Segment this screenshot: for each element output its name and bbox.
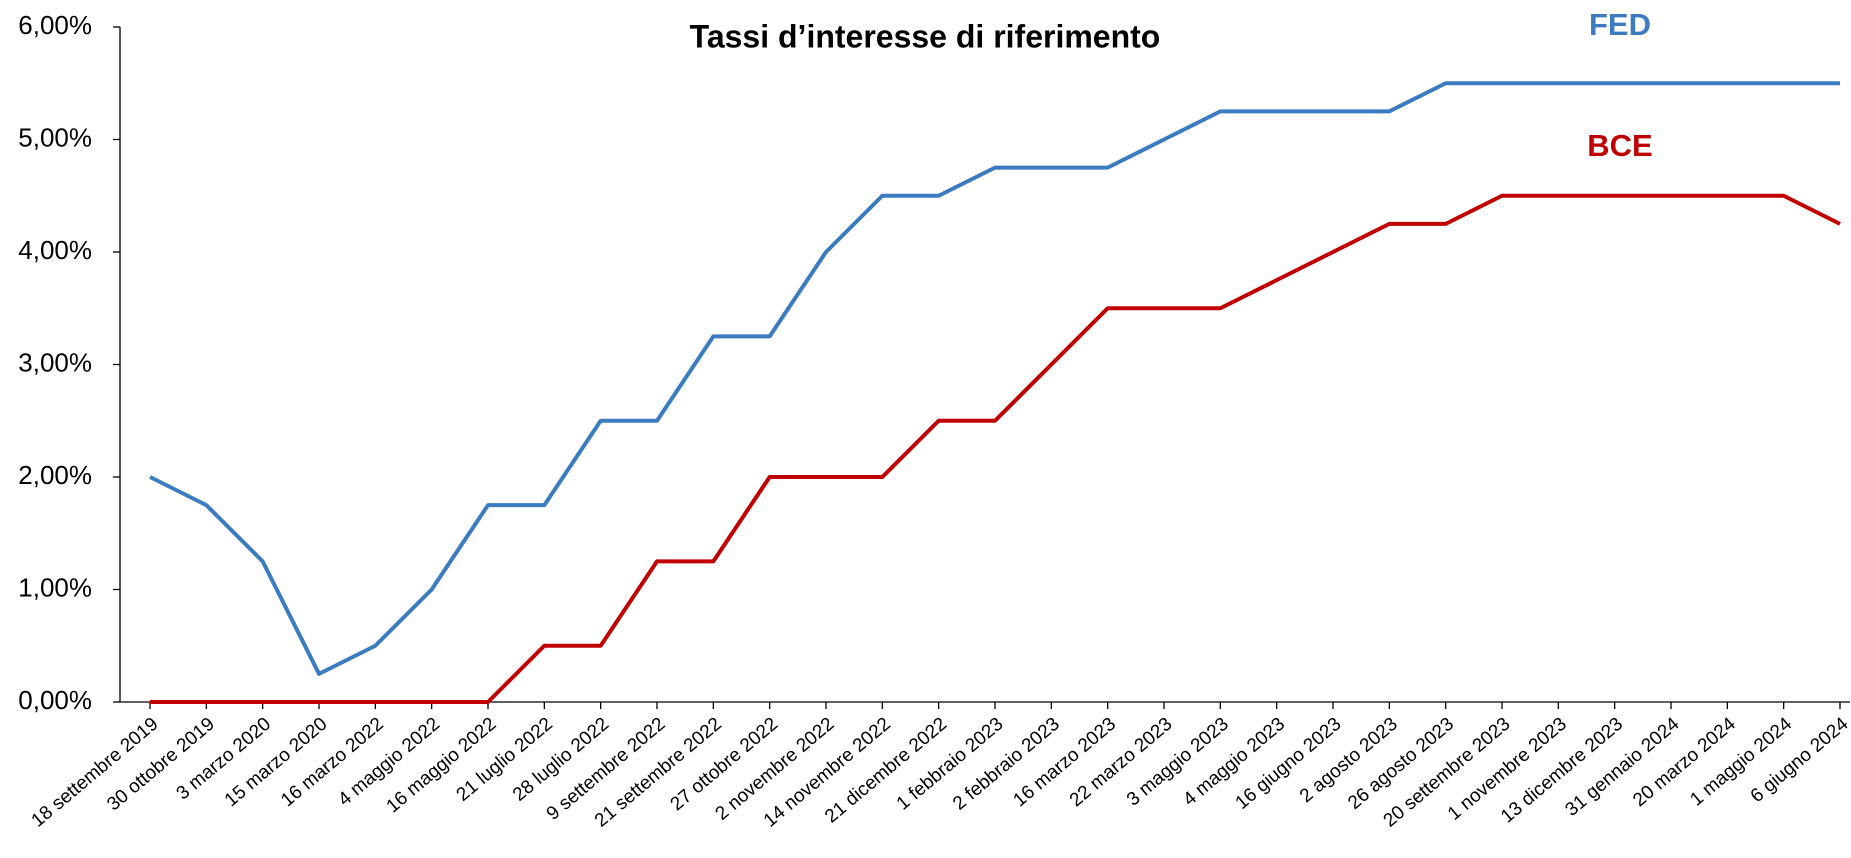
y-tick-label: 3,00% bbox=[18, 347, 92, 377]
y-tick-label: 2,00% bbox=[18, 460, 92, 490]
x-tick-label: 28 luglio 2022 bbox=[509, 714, 613, 806]
series-label: FED bbox=[1589, 7, 1651, 42]
x-tick-label: 6 giugno 2024 bbox=[1747, 713, 1851, 807]
series-label: BCE bbox=[1587, 128, 1652, 163]
series-line bbox=[150, 193, 1841, 704]
series-line bbox=[149, 81, 1840, 676]
y-tick-label: 6,00% bbox=[18, 10, 92, 40]
y-tick-label: 4,00% bbox=[18, 235, 92, 265]
y-tick-label: 0,00% bbox=[18, 685, 92, 715]
y-tick-label: 5,00% bbox=[18, 122, 92, 152]
x-tick-label: 3 maggio 2023 bbox=[1123, 714, 1233, 811]
chart-title: Tassi d’interesse di riferimento bbox=[690, 18, 1161, 54]
y-tick-label: 1,00% bbox=[18, 572, 92, 602]
x-tick-label: 21 luglio 2022 bbox=[453, 714, 557, 806]
